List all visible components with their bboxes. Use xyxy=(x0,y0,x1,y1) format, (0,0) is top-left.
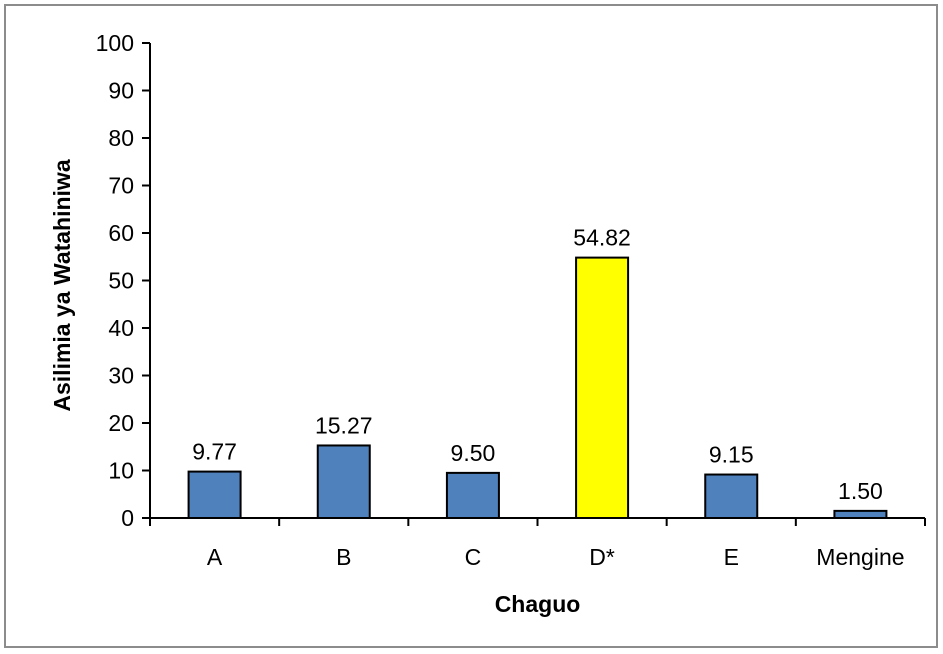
y-tick-label: 20 xyxy=(108,410,134,436)
bar-B xyxy=(316,444,371,519)
x-tick-label: A xyxy=(207,544,223,570)
y-tick-label: 0 xyxy=(121,505,134,531)
y-tick-label: 10 xyxy=(108,458,134,484)
y-tick-label: 40 xyxy=(108,315,134,341)
y-tick-label: 60 xyxy=(108,220,134,246)
x-tick-label: D* xyxy=(589,544,615,570)
bar-C xyxy=(445,471,500,519)
data-label: 9.77 xyxy=(192,439,237,465)
x-axis-ticks: A B C D* E Mengine xyxy=(149,518,926,570)
data-label: 9.15 xyxy=(709,442,754,468)
y-axis-ticks: 0 10 20 30 40 50 60 70 80 90 100 xyxy=(96,30,150,531)
bar-Mengine xyxy=(833,509,888,519)
chart-frame xyxy=(4,4,938,648)
bars: 9.77 15.27 9.50 54.82 9.15 1.50 xyxy=(187,225,888,520)
y-tick-label: 90 xyxy=(108,78,134,104)
bar-D* xyxy=(575,256,630,519)
y-tick-label: 80 xyxy=(108,125,134,151)
bar-E xyxy=(704,473,759,520)
data-label: 54.82 xyxy=(573,225,631,251)
y-axis-title: Asilimia ya Watahiniwa xyxy=(49,159,75,411)
x-tick-label: E xyxy=(724,544,739,570)
y-tick-label: 100 xyxy=(96,30,134,56)
data-label: 9.50 xyxy=(451,440,496,466)
x-axis-title: Chaguo xyxy=(495,591,581,617)
data-label: 1.50 xyxy=(838,478,883,504)
y-tick-label: 50 xyxy=(108,268,134,294)
x-tick-label: Mengine xyxy=(816,544,904,570)
data-label: 15.27 xyxy=(315,412,373,438)
bar-A xyxy=(187,470,242,519)
y-tick-label: 30 xyxy=(108,363,134,389)
y-tick-label: 70 xyxy=(108,173,134,199)
x-tick-label: B xyxy=(336,544,351,570)
x-tick-label: C xyxy=(465,544,482,570)
